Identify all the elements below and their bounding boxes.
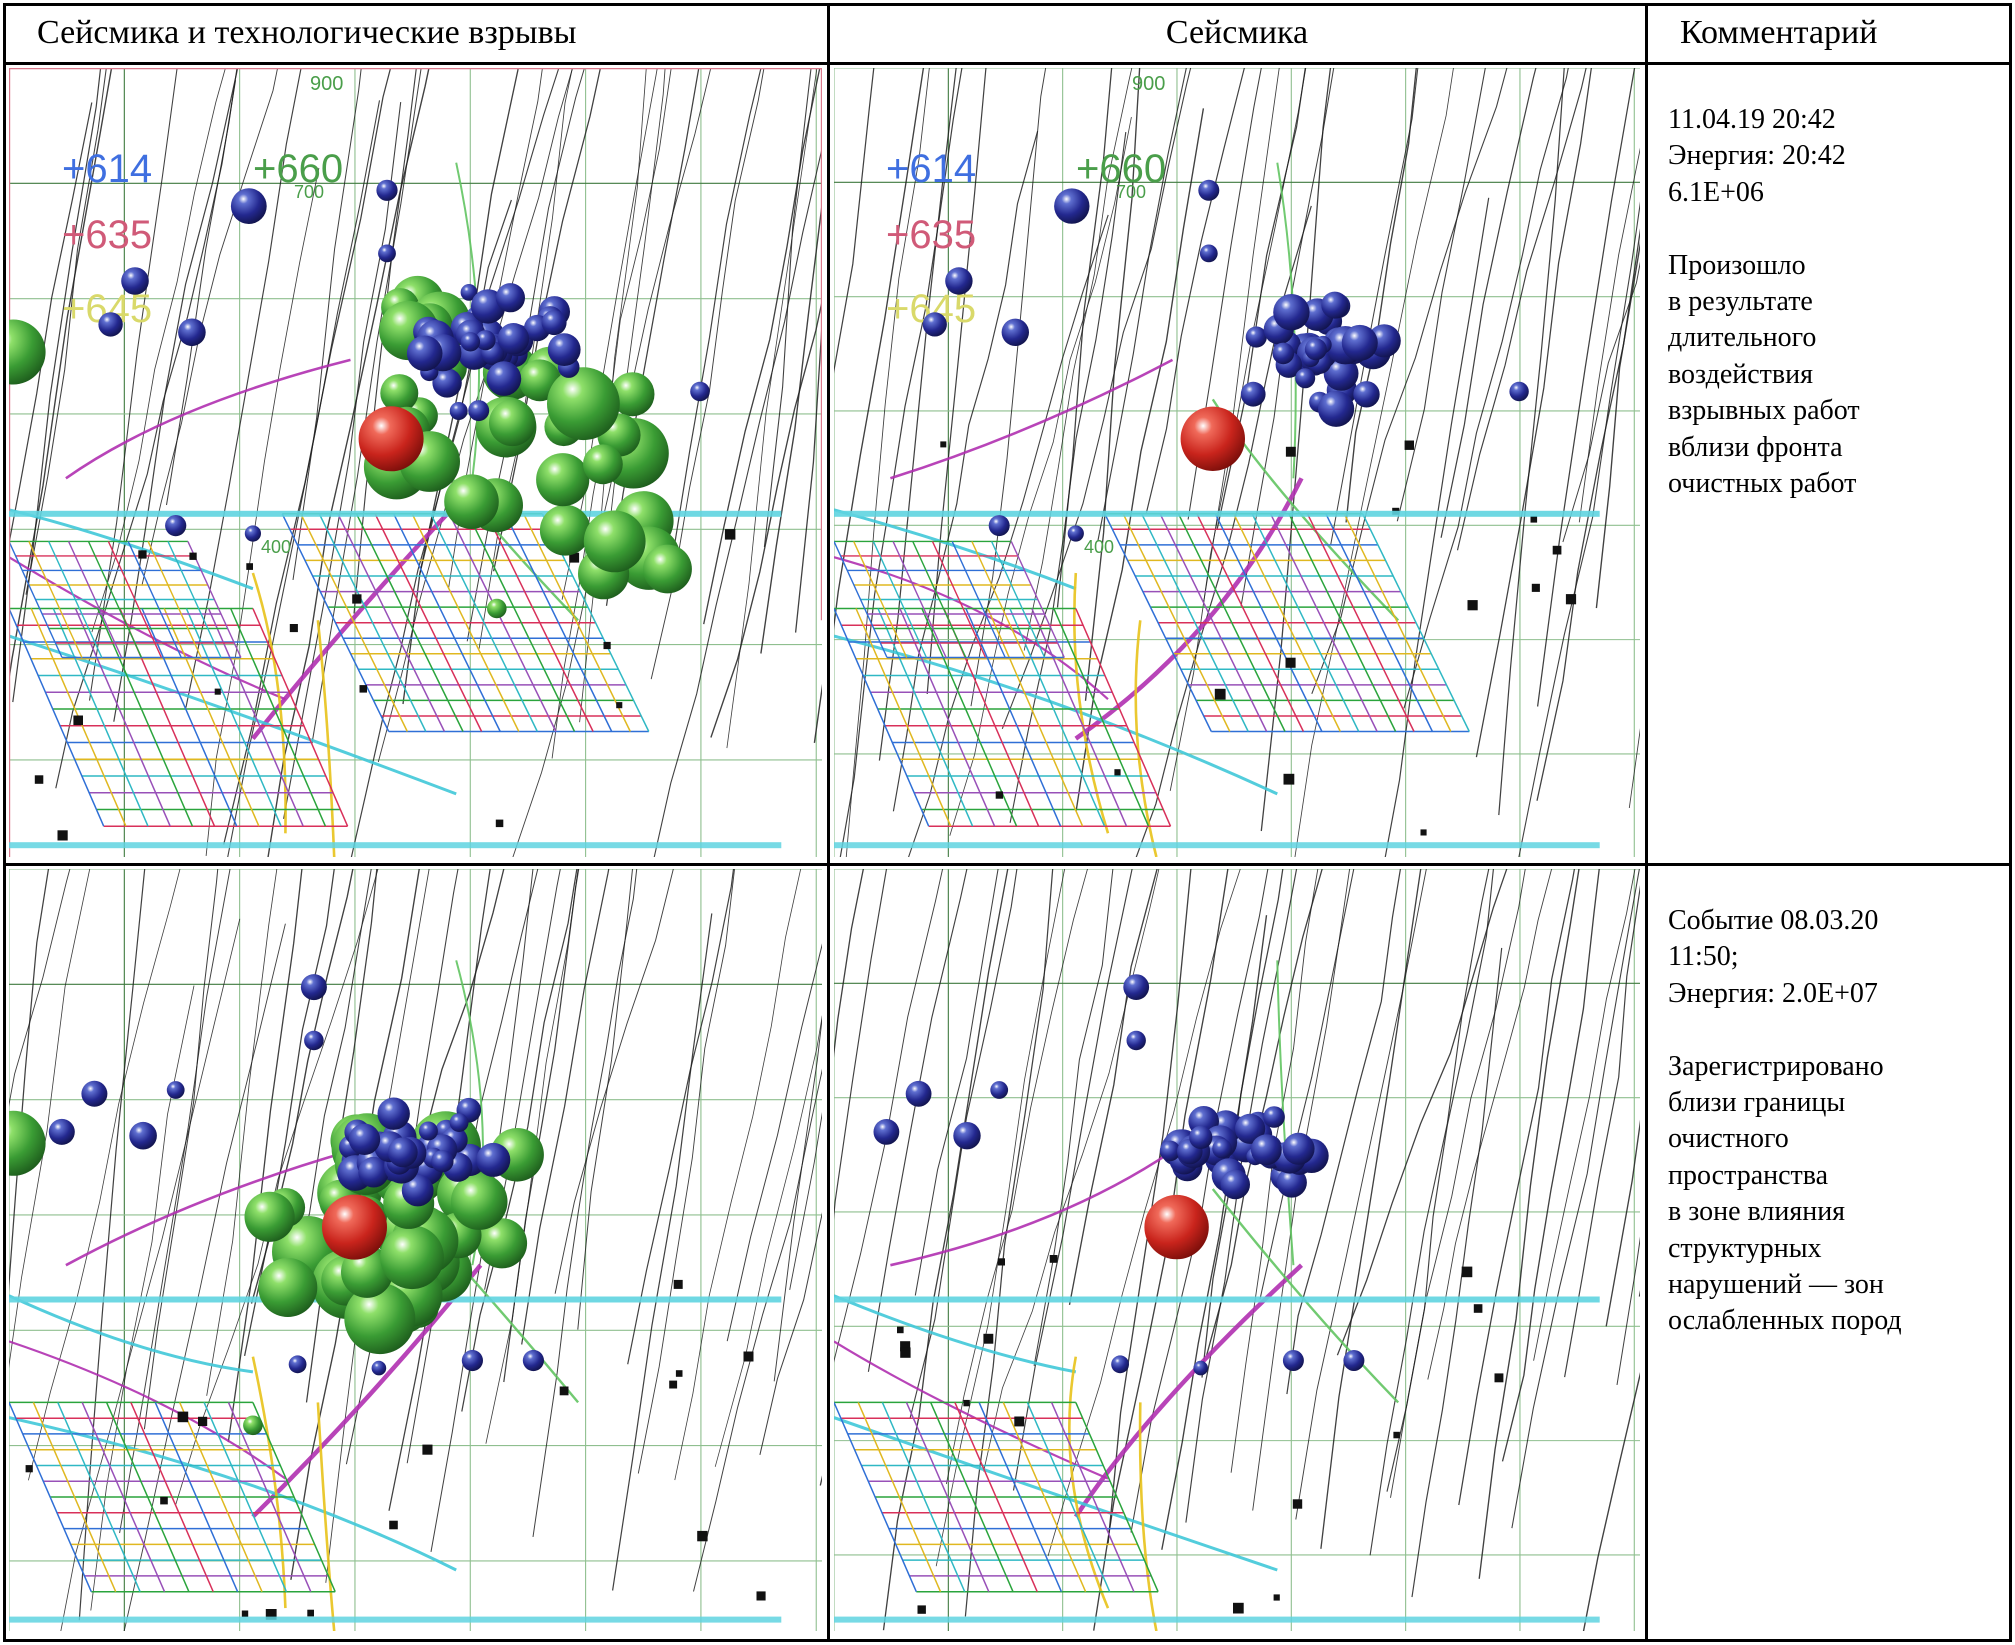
svg-text:400: 400 [1084,537,1114,557]
svg-text:+635: +635 [886,213,976,257]
svg-text:400: 400 [261,537,291,557]
svg-text:700: 700 [294,182,324,202]
svg-text:900: 900 [1132,73,1165,95]
svg-text:+614: +614 [886,147,976,191]
svg-text:900: 900 [310,73,343,95]
svg-text:700: 700 [1116,182,1146,202]
svg-text:+635: +635 [62,213,152,257]
svg-text:+614: +614 [62,147,152,191]
